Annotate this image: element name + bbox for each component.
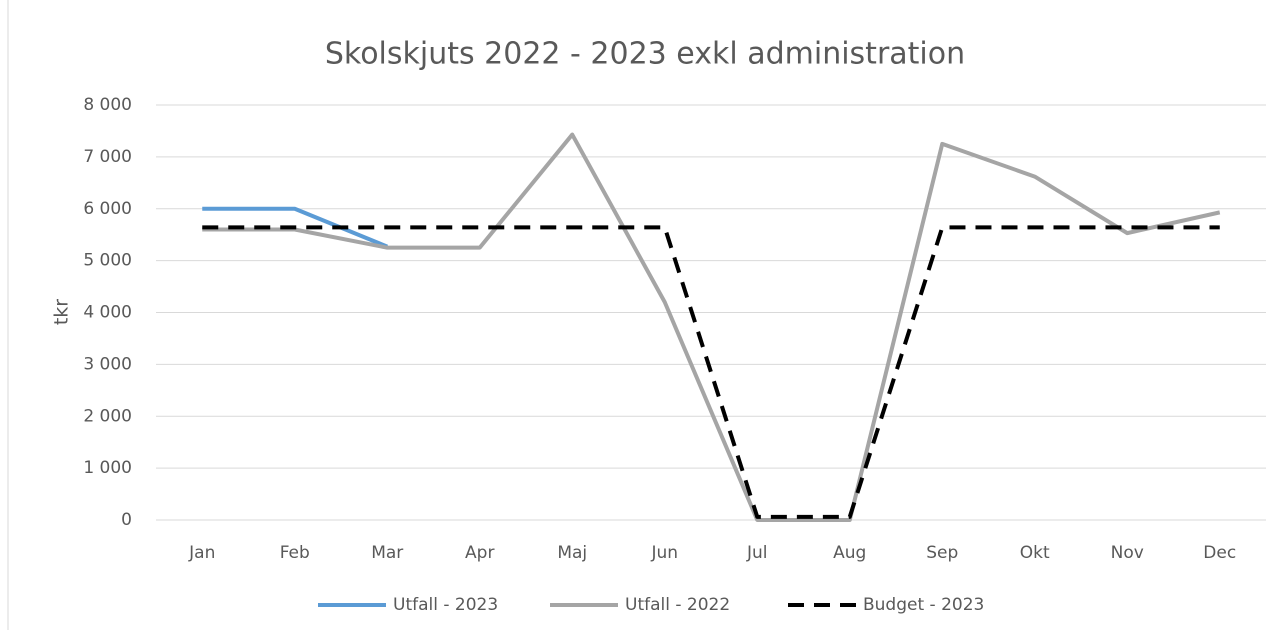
chart-title: Skolskjuts 2022 - 2023 exkl administrati…: [325, 37, 965, 72]
y-axis-label: tkr: [51, 299, 73, 325]
y-tick-label: 1 000: [83, 458, 132, 478]
y-tick-label: 4 000: [83, 303, 132, 323]
x-tick-label: Jun: [650, 543, 678, 563]
y-tick-label: 6 000: [83, 199, 132, 219]
x-tick-label: Sep: [926, 543, 958, 563]
x-tick-label: Dec: [1203, 543, 1236, 563]
y-tick-label: 2 000: [83, 406, 132, 426]
y-tick-label: 5 000: [83, 251, 132, 271]
x-tick-label: Nov: [1111, 543, 1144, 563]
legend-label: Utfall - 2022: [625, 595, 730, 615]
x-tick-label: Mar: [371, 543, 403, 563]
y-tick-label: 8 000: [83, 95, 132, 115]
x-tick-label: Apr: [465, 543, 494, 563]
series-line: [202, 225, 1220, 519]
x-tick-label: Feb: [280, 543, 310, 563]
series-line: [202, 206, 389, 249]
x-tick-label: Maj: [557, 543, 587, 563]
legend-label: Utfall - 2023: [393, 595, 498, 615]
x-tick-label: Jan: [188, 543, 215, 563]
y-tick-label: 3 000: [83, 354, 132, 374]
y-tick-label: 7 000: [83, 147, 132, 167]
x-tick-label: Okt: [1020, 543, 1050, 563]
x-tick-label: Aug: [833, 543, 866, 563]
y-tick-label: 0: [121, 510, 132, 530]
legend-label: Budget - 2023: [863, 595, 984, 615]
series-line: [202, 132, 1221, 522]
x-tick-label: Jul: [746, 543, 768, 563]
